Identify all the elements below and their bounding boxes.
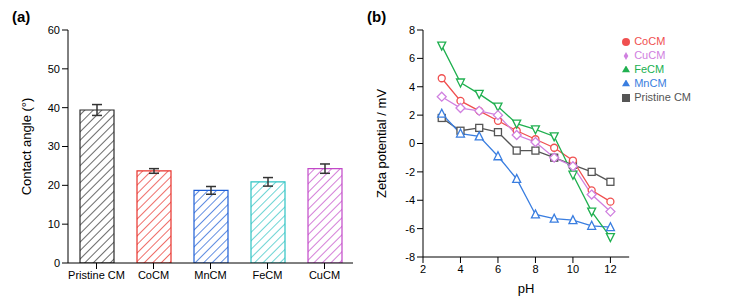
html-text:Pristine CM: Pristine CM — [634, 91, 691, 103]
svg-text:-6: -6 — [405, 223, 415, 235]
svg-text:Contact angle (°): Contact angle (°) — [19, 98, 34, 196]
svg-text:60: 60 — [48, 24, 60, 36]
html-text:(b): (b) — [367, 8, 387, 25]
svg-text:10: 10 — [567, 263, 579, 275]
svg-text:Zeta potential / mV: Zeta potential / mV — [374, 89, 389, 198]
html-text:CuCM: CuCM — [634, 49, 666, 61]
svg-text:MnCM: MnCM — [194, 269, 226, 281]
svg-text:40: 40 — [48, 102, 60, 114]
svg-text:6: 6 — [409, 52, 415, 64]
svg-text:pH: pH — [518, 281, 535, 296]
svg-text:FeCM: FeCM — [253, 269, 283, 281]
html-text:CoCM: CoCM — [634, 35, 666, 47]
svg-text:50: 50 — [48, 63, 60, 75]
svg-text:20: 20 — [48, 179, 60, 191]
svg-text:CoCM: CoCM — [138, 269, 169, 281]
svg-text:0: 0 — [54, 257, 60, 269]
svg-text:0: 0 — [409, 137, 415, 149]
svg-text:2: 2 — [420, 263, 426, 275]
svg-text:12: 12 — [604, 263, 616, 275]
svg-text:8: 8 — [532, 263, 538, 275]
svg-text:10: 10 — [48, 218, 60, 230]
svg-text:Pristine CM: Pristine CM — [68, 269, 125, 281]
html-text:MnCM: MnCM — [634, 77, 667, 89]
svg-text:2: 2 — [409, 109, 415, 121]
svg-text:-4: -4 — [405, 194, 415, 206]
svg-text:CuCM: CuCM — [309, 269, 340, 281]
svg-text:-2: -2 — [405, 166, 415, 178]
svg-text:-8: -8 — [405, 251, 415, 263]
svg-text:6: 6 — [495, 263, 501, 275]
html-text:FeCM: FeCM — [634, 63, 665, 75]
svg-text:30: 30 — [48, 140, 60, 152]
svg-text:8: 8 — [409, 24, 415, 36]
svg-text:4: 4 — [409, 81, 415, 93]
html-text:(a): (a) — [12, 8, 31, 25]
svg-text:4: 4 — [457, 263, 463, 275]
